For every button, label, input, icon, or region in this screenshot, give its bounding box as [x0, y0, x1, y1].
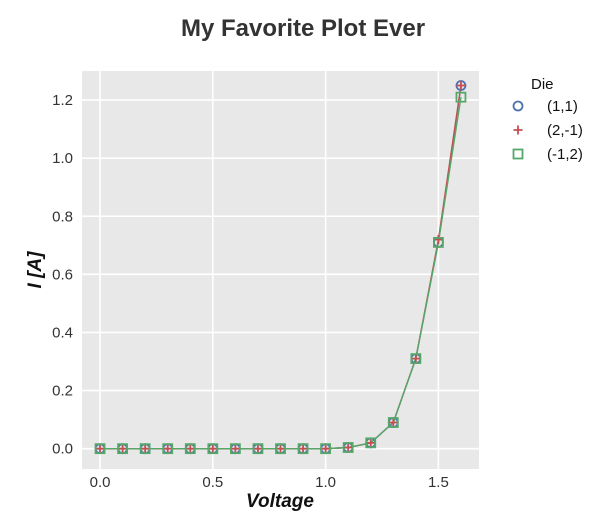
data-point [208, 444, 218, 454]
data-point [410, 353, 422, 365]
data-point [118, 444, 128, 454]
data-point [185, 444, 195, 454]
data-point [298, 444, 308, 454]
y-axis-label: I [A] [25, 251, 46, 289]
data-point [207, 443, 219, 455]
legend-marker [513, 125, 523, 135]
legend-title: Die [531, 76, 554, 93]
y-tick-label: 1.2 [52, 92, 73, 109]
y-tick-label: 0.4 [52, 324, 73, 341]
y-tick-label: 0.2 [52, 383, 73, 400]
y-tick-label: 1.0 [52, 150, 73, 167]
series-markers [94, 80, 467, 455]
legend-items: (1,1) (2,-1) (-1,2) [512, 98, 583, 163]
data-point [275, 443, 286, 455]
data-point [162, 443, 174, 455]
data-point [163, 444, 173, 454]
data-point [387, 417, 399, 428]
legend-label: (-1,2) [547, 146, 583, 163]
x-tick-label: 0.0 [90, 474, 111, 491]
data-point [117, 443, 129, 455]
data-point [229, 443, 241, 455]
data-point [432, 237, 444, 248]
data-point [366, 438, 376, 448]
data-point [343, 443, 353, 453]
y-tick-label: 0.8 [52, 208, 73, 225]
data-point [321, 444, 331, 454]
data-point [365, 437, 377, 449]
data-point [320, 443, 332, 455]
data-point [184, 443, 196, 455]
x-tick-label: 0.5 [202, 474, 223, 491]
legend-marker [512, 100, 524, 112]
y-tick-label: 0.6 [52, 266, 73, 283]
data-point [388, 418, 398, 428]
data-point [411, 354, 421, 364]
data-point [95, 444, 105, 454]
legend-label: (2,-1) [547, 122, 583, 139]
legend: Die (1,1) (2,-1) (-1,2) [512, 76, 583, 163]
data-point [342, 442, 354, 453]
data-point [94, 443, 106, 455]
y-tick-label: 0.0 [52, 441, 73, 458]
data-point [230, 444, 240, 454]
x-tick-label: 1.5 [428, 474, 449, 491]
data-point [455, 91, 467, 103]
data-point [433, 234, 443, 244]
data-point [276, 444, 285, 454]
legend-marker [512, 148, 524, 160]
data-point [297, 443, 309, 455]
data-point [139, 443, 151, 455]
data-point [140, 444, 150, 454]
plot-area [82, 71, 479, 469]
chart-title: My Favorite Plot Ever [181, 15, 425, 42]
grid [82, 71, 479, 469]
x-tick-labels: 0.0 0.5 1.0 1.5 [90, 474, 449, 491]
legend-label: (1,1) [547, 98, 578, 115]
data-point [253, 444, 263, 454]
data-point [456, 81, 466, 91]
x-tick-label: 1.0 [315, 474, 336, 491]
y-tick-labels: 0.0 0.2 0.4 0.6 0.8 1.0 1.2 [52, 92, 73, 458]
x-axis-label: Voltage [246, 491, 314, 512]
data-point [252, 443, 264, 455]
